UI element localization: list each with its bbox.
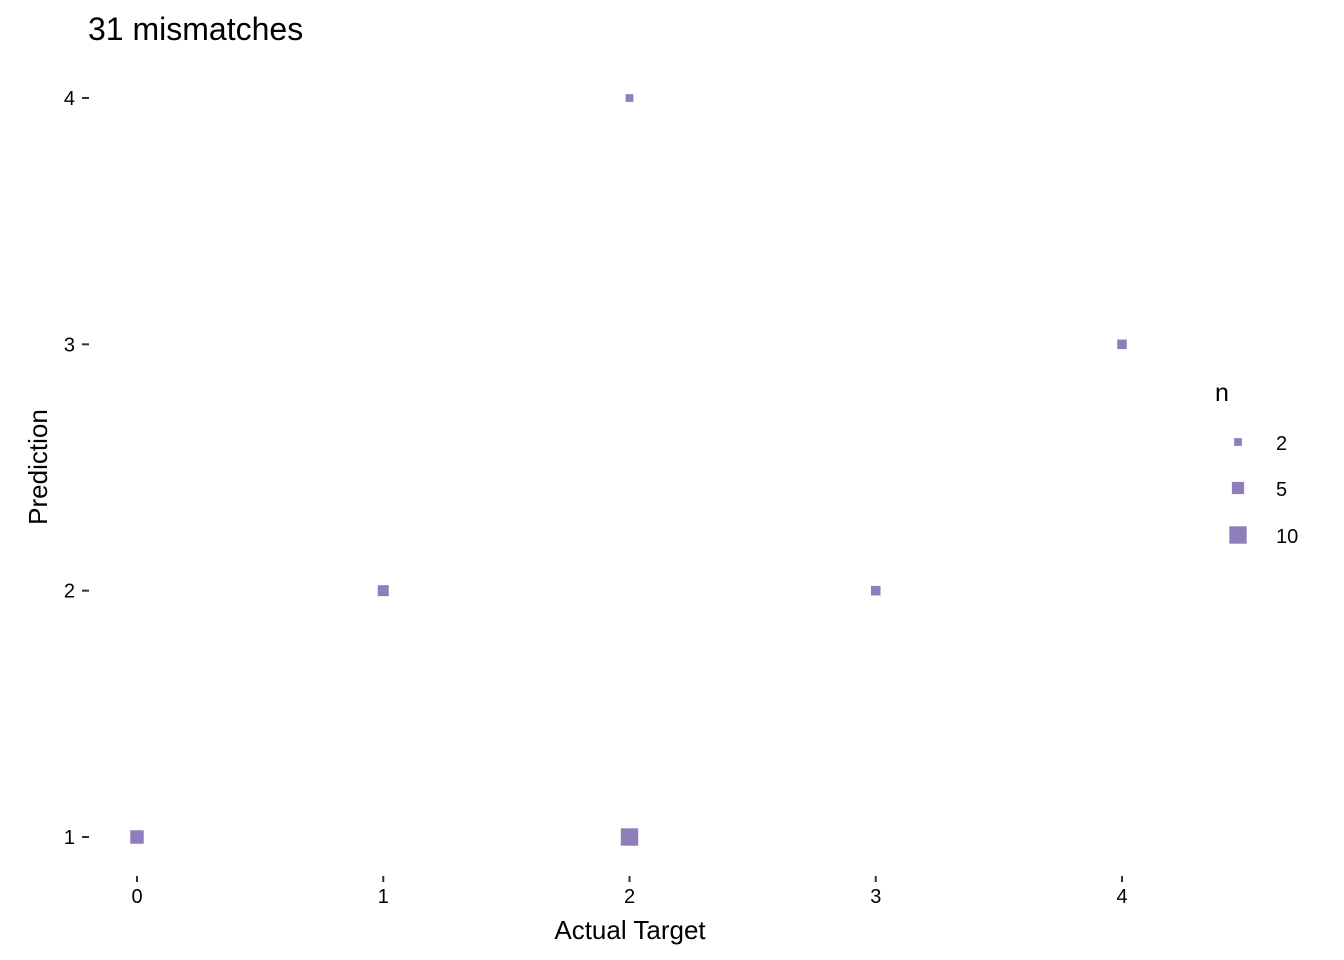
- legend-label: 10: [1276, 526, 1298, 548]
- y-axis: 1 2 3 4: [64, 88, 89, 849]
- x-axis: 0 1 2 3 4: [131, 876, 1128, 908]
- data-point: [870, 585, 881, 596]
- y-tick-label: 4: [64, 88, 75, 110]
- y-tick-label: 2: [64, 581, 75, 603]
- legend-label: 2: [1276, 433, 1287, 455]
- legend-key: [1234, 438, 1242, 446]
- data-point: [620, 828, 639, 846]
- legend-key: [1231, 481, 1245, 495]
- data-point: [1117, 339, 1127, 350]
- x-tick-label: 2: [624, 886, 635, 908]
- x-tick-label: 4: [1116, 886, 1127, 908]
- y-axis-title: Prediction: [23, 409, 53, 525]
- legend-label: 5: [1276, 479, 1287, 501]
- x-tick-label: 3: [870, 886, 881, 908]
- x-axis-title: Actual Target: [554, 915, 706, 945]
- y-tick-label: 1: [64, 827, 75, 849]
- x-tick-label: 0: [131, 886, 142, 908]
- data-point: [377, 585, 389, 597]
- legend: n 2 5 10: [1215, 379, 1298, 548]
- legend-key: [1229, 526, 1247, 544]
- y-tick-label: 3: [64, 334, 75, 356]
- chart-title: 31 mismatches: [88, 11, 303, 47]
- plot-area: [130, 94, 1127, 846]
- data-point: [130, 830, 144, 844]
- legend-title: n: [1215, 379, 1229, 407]
- data-point: [625, 94, 634, 102]
- x-tick-label: 1: [378, 886, 389, 908]
